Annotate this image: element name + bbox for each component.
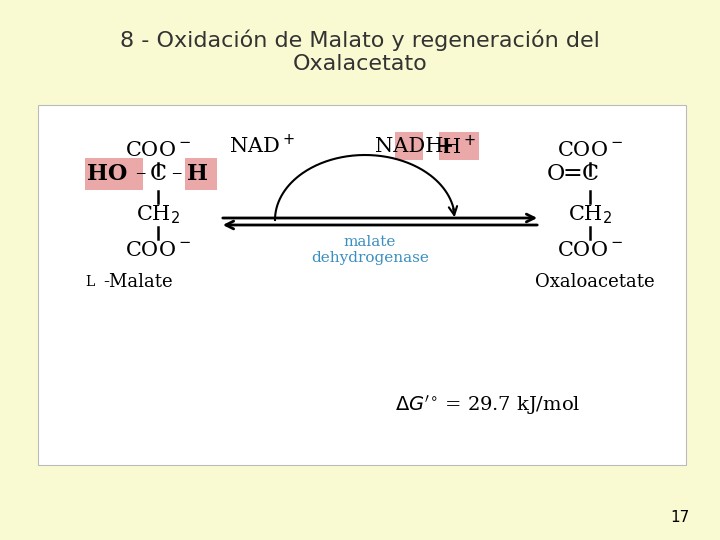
Bar	[85, 158, 143, 190]
Text: H: H	[186, 163, 207, 185]
Text: 8 - Oxidación de Malato y regeneración del: 8 - Oxidación de Malato y regeneración d…	[120, 29, 600, 51]
Bar	[395, 132, 423, 160]
Text: C: C	[582, 163, 598, 185]
Text: +: +	[430, 137, 461, 156]
Text: COO$^-$: COO$^-$	[125, 140, 191, 159]
Bar	[38, 105, 686, 465]
Text: NAD$^+$: NAD$^+$	[229, 133, 295, 157]
Text: 17: 17	[671, 510, 690, 525]
Text: COO$^-$: COO$^-$	[557, 140, 623, 159]
Text: Oxalacetato: Oxalacetato	[292, 54, 428, 74]
Text: O: O	[547, 163, 565, 185]
Text: malate: malate	[344, 235, 396, 249]
Text: L: L	[86, 275, 94, 289]
Text: H$^+$: H$^+$	[442, 134, 476, 158]
Text: COO$^-$: COO$^-$	[125, 241, 191, 260]
Text: HO: HO	[87, 163, 127, 185]
Text: =: =	[562, 163, 582, 186]
Text: –: –	[135, 165, 145, 184]
Text: dehydrogenase: dehydrogenase	[311, 251, 429, 265]
Text: CH$_2$: CH$_2$	[136, 204, 180, 226]
Text: COO$^-$: COO$^-$	[557, 241, 623, 260]
Text: –: –	[171, 165, 181, 184]
Text: -Malate: -Malate	[103, 273, 173, 291]
Text: NADH: NADH	[375, 137, 444, 156]
Text: C: C	[150, 163, 166, 185]
Text: CH$_2$: CH$_2$	[568, 204, 612, 226]
Bar	[185, 158, 217, 190]
Text: Oxaloacetate: Oxaloacetate	[535, 273, 654, 291]
Text: $\Delta G'^{\circ}$ = 29.7 kJ/mol: $\Delta G'^{\circ}$ = 29.7 kJ/mol	[395, 393, 580, 417]
Bar	[439, 132, 479, 160]
